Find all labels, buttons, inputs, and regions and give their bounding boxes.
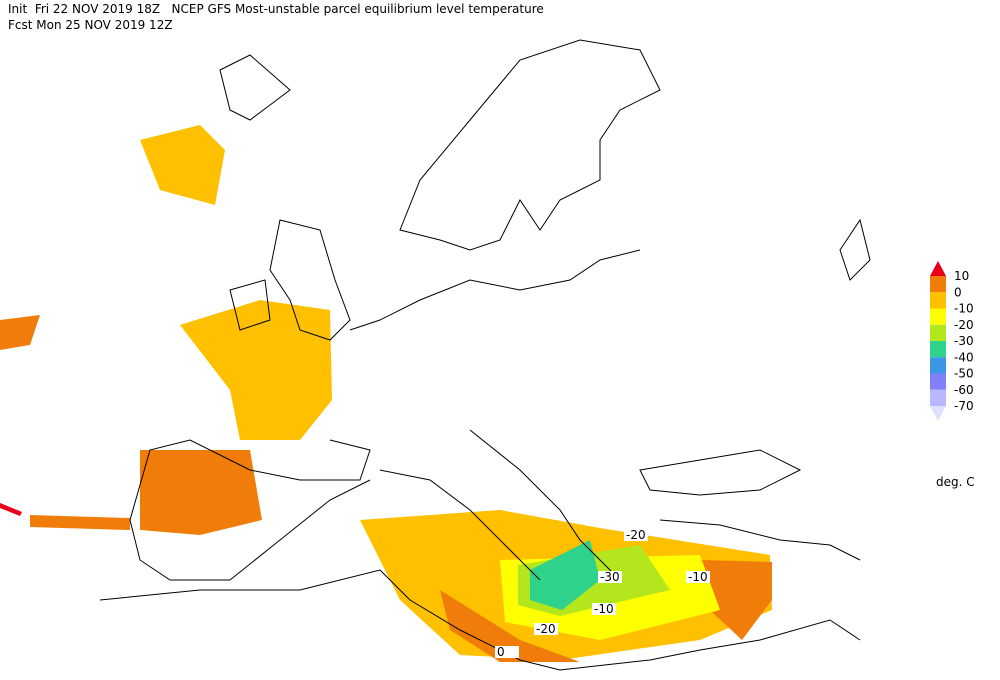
- contour-label-bg: [624, 529, 648, 541]
- coastline: [219, 54, 291, 121]
- legend-swatch: [930, 373, 946, 390]
- coastline: [379, 429, 621, 581]
- contour-label-bg: [592, 603, 616, 615]
- contour-label: -20: [626, 528, 646, 542]
- legend-swatch: [930, 406, 946, 421]
- coastline: [639, 449, 802, 496]
- field-area: [180, 300, 332, 440]
- contour-label: -20: [536, 622, 556, 636]
- legend-label: -60: [954, 383, 974, 397]
- contour-label-bg: [534, 623, 558, 635]
- legend-label: 0: [954, 285, 962, 299]
- field-area: [0, 315, 40, 350]
- contour-label: 0: [497, 645, 505, 659]
- legend-label: -30: [954, 334, 974, 348]
- field-area: [440, 590, 580, 662]
- contour-label-bg: [686, 571, 710, 583]
- legend-swatch: [930, 276, 946, 293]
- coastline: [129, 439, 371, 581]
- legend-swatch: [930, 389, 946, 406]
- contour-label: -30: [600, 570, 620, 584]
- coastline: [399, 39, 661, 251]
- legend-label: -10: [954, 302, 974, 316]
- field: [0, 125, 772, 662]
- header-line-1: Init Fri 22 NOV 2019 18Z NCEP GFS Most-u…: [8, 2, 544, 16]
- legend-swatch: [930, 357, 946, 374]
- field-area: [140, 450, 262, 535]
- field-area: [0, 503, 22, 516]
- coastline: [269, 219, 351, 341]
- legend-swatch: [930, 308, 946, 325]
- coastline: [99, 569, 861, 671]
- legend-swatch: [930, 324, 946, 341]
- coastline: [229, 279, 271, 331]
- contour-label-bg: [598, 571, 622, 583]
- field-area: [30, 515, 130, 530]
- coastline: [659, 519, 861, 561]
- coastline: [839, 218, 871, 281]
- coastline: [349, 249, 641, 331]
- legend-label: -50: [954, 367, 974, 381]
- legend-label: -20: [954, 318, 974, 332]
- legend-label: -70: [954, 399, 974, 413]
- field-area: [700, 560, 772, 640]
- legend-swatch: [930, 261, 946, 276]
- field-area: [530, 540, 600, 610]
- field-area: [140, 125, 225, 205]
- legend-unit: deg. C: [936, 475, 975, 489]
- coastlines: [99, 39, 871, 671]
- contour-label: -10: [594, 602, 614, 616]
- contour-label-bg: [495, 646, 519, 658]
- legend-label: 10: [954, 269, 969, 283]
- legend-swatch: [930, 341, 946, 358]
- contour-label: -10: [688, 570, 708, 584]
- legend-label: -40: [954, 350, 974, 364]
- legend-swatch: [930, 292, 946, 309]
- header-line-2: Fcst Mon 25 NOV 2019 12Z: [8, 18, 173, 32]
